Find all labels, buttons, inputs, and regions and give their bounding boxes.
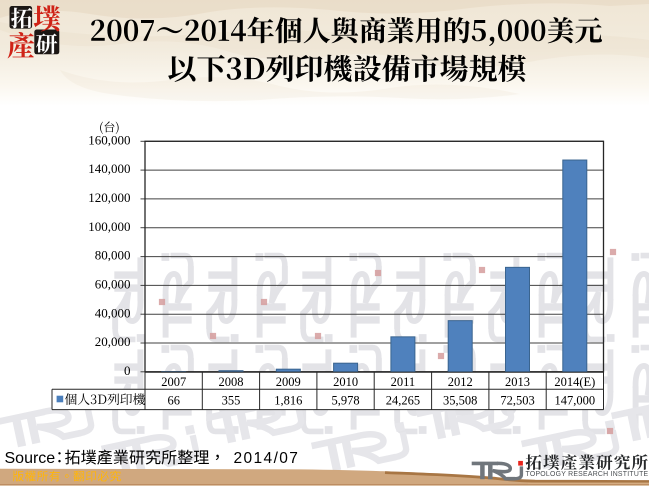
svg-text:5,978: 5,978 [332, 393, 360, 407]
svg-text:40,000: 40,000 [95, 305, 131, 320]
svg-text:0: 0 [124, 363, 131, 378]
svg-text:2014(E): 2014(E) [554, 375, 595, 389]
svg-text:100,000: 100,000 [88, 219, 130, 234]
svg-text:2013: 2013 [505, 375, 530, 389]
svg-text:2007: 2007 [161, 375, 186, 389]
svg-text:2011: 2011 [391, 375, 416, 389]
svg-text:2009: 2009 [276, 375, 301, 389]
svg-text:20,000: 20,000 [95, 334, 131, 349]
svg-text:72,503: 72,503 [500, 393, 534, 407]
svg-text:2010: 2010 [333, 375, 358, 389]
svg-text:355: 355 [222, 393, 241, 407]
svg-text:35,508: 35,508 [443, 393, 477, 407]
svg-text:60,000: 60,000 [95, 277, 131, 292]
svg-text:24,265: 24,265 [386, 393, 420, 407]
svg-text:2014/07: 2014/07 [234, 450, 300, 467]
svg-text:80,000: 80,000 [95, 248, 131, 263]
svg-text:160,000: 160,000 [88, 132, 130, 147]
svg-text:120,000: 120,000 [88, 190, 130, 205]
svg-text:147,000: 147,000 [554, 393, 595, 407]
svg-text:2012: 2012 [448, 375, 473, 389]
svg-text:140,000: 140,000 [88, 161, 130, 176]
svg-text:66: 66 [167, 393, 180, 407]
svg-text:TOPOLOGY RESEARCH INSTITUTE: TOPOLOGY RESEARCH INSTITUTE [526, 471, 649, 478]
svg-text:2008: 2008 [219, 375, 244, 389]
svg-text:1,816: 1,816 [274, 393, 302, 407]
svg-text:Source: Source [5, 450, 56, 467]
